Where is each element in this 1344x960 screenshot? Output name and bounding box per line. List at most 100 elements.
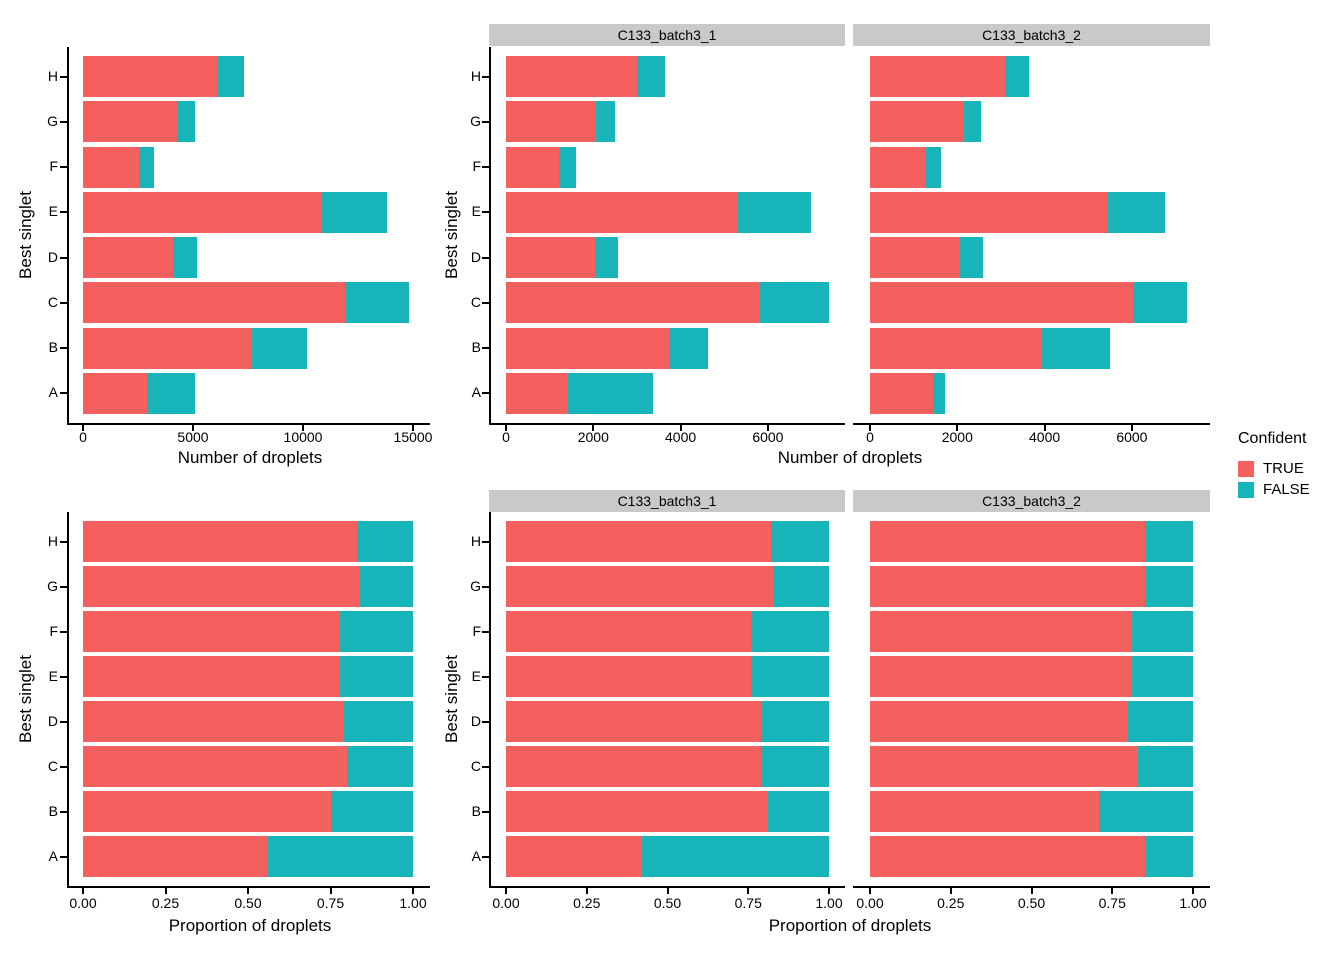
y-tick-label: F	[472, 622, 481, 639]
legend-item-false: FALSE	[1238, 481, 1310, 498]
bar-E-false	[340, 656, 413, 697]
y-tick	[482, 585, 489, 588]
x-tick	[1043, 425, 1046, 431]
y-tick-label: C	[470, 757, 481, 774]
legend: Confident TRUE FALSE	[1238, 430, 1310, 502]
bar-F-false	[1131, 611, 1193, 652]
bar-F-true	[83, 147, 140, 188]
bar-D-true	[83, 701, 344, 742]
bar-B-true	[83, 791, 331, 832]
bar-F-false	[559, 147, 576, 188]
y-tick-label: E	[471, 667, 481, 684]
x-tick	[247, 888, 249, 894]
bar-G-true	[506, 566, 775, 607]
x-tick	[679, 425, 682, 431]
x-axis-title: Proportion of droplets	[768, 916, 932, 935]
x-axis-title: Number of droplets	[177, 448, 323, 467]
bar-G-false	[176, 101, 196, 142]
x-tick-label: 1.00	[399, 895, 427, 911]
bar-H-true	[83, 56, 219, 97]
facet-strip: C133_batch3_2	[853, 24, 1210, 46]
bar-E-true	[506, 656, 752, 697]
bar-A-true	[870, 836, 1145, 877]
bar-A-false	[146, 373, 196, 414]
x-tick	[766, 425, 769, 431]
bar-H-true	[506, 56, 637, 97]
y-tick-label: E	[48, 203, 58, 220]
x-tick-label: 0.50	[1017, 895, 1046, 911]
y-tick	[482, 765, 489, 768]
bar-C-false	[1138, 746, 1193, 787]
x-tick-label: 6000	[1116, 429, 1148, 445]
x-tick	[302, 425, 304, 431]
bar-E-true	[870, 656, 1132, 697]
y-tick-label: D	[47, 248, 58, 265]
bar-D-true	[506, 701, 762, 742]
x-tick-label: 0.00	[69, 895, 97, 911]
x-tick-label: 6000	[752, 429, 784, 445]
y-tick	[60, 810, 67, 813]
bar-G-false	[964, 101, 982, 142]
bar-F-true	[506, 147, 560, 188]
bar-B-false	[1099, 791, 1193, 832]
y-tick-label: H	[470, 67, 481, 84]
y-tick	[482, 540, 489, 543]
y-tick	[60, 392, 67, 395]
bar-E-false	[320, 192, 387, 233]
x-tick	[192, 425, 194, 431]
x-tick-label: 0.50	[234, 895, 262, 911]
x-tick	[869, 425, 871, 431]
bar-C-false	[1132, 282, 1188, 323]
bar-H-false	[770, 521, 829, 562]
x-axis-title: Number of droplets	[777, 448, 923, 467]
x-tick	[82, 888, 84, 894]
bar-H-true	[870, 56, 1006, 97]
x-tick	[869, 888, 871, 894]
bar-B-false	[670, 328, 709, 369]
bar-G-true	[83, 566, 361, 607]
y-tick	[60, 720, 67, 723]
x-tick	[412, 888, 414, 894]
x-tick-label: 0.00	[492, 895, 520, 911]
bar-F-true	[870, 611, 1132, 652]
y-tick-label: B	[48, 339, 58, 356]
y-tick-label: F	[49, 622, 58, 639]
y-tick	[60, 675, 67, 678]
x-tick	[1111, 888, 1114, 894]
y-tick	[60, 585, 67, 588]
bar-B-true	[506, 328, 671, 369]
bar-A-true	[506, 373, 568, 414]
bar-C-true	[506, 282, 761, 323]
y-tick-label: F	[49, 158, 58, 175]
x-tick-label: 2000	[941, 429, 973, 445]
bar-E-false	[751, 656, 829, 697]
x-tick	[1030, 888, 1033, 894]
bar-F-true	[83, 611, 341, 652]
y-tick-label: C	[47, 293, 58, 310]
y-tick	[482, 120, 489, 123]
y-axis-line	[489, 512, 491, 886]
bar-B-false	[252, 328, 308, 369]
bar-E-true	[870, 192, 1108, 233]
bar-H-true	[506, 521, 771, 562]
y-tick	[482, 810, 489, 813]
y-tick	[482, 211, 489, 214]
x-tick-label: 4000	[1029, 429, 1061, 445]
x-tick	[82, 425, 84, 431]
legend-item-true: TRUE	[1238, 460, 1310, 477]
bar-F-false	[751, 611, 829, 652]
y-tick	[482, 166, 489, 169]
bar-B-true	[870, 328, 1042, 369]
x-tick-label: 0.25	[151, 895, 180, 911]
x-tick-label: 0.75	[734, 895, 762, 911]
x-axis-line	[853, 423, 1210, 425]
bar-D-true	[506, 237, 596, 278]
bar-H-true	[83, 521, 357, 562]
bar-H-false	[1144, 521, 1193, 562]
bar-F-false	[926, 147, 941, 188]
bar-A-true	[83, 836, 268, 877]
bar-A-false	[567, 373, 654, 414]
y-axis-line	[67, 47, 69, 423]
facet-strip: C133_batch3_1	[489, 24, 845, 46]
bar-D-false	[959, 237, 984, 278]
